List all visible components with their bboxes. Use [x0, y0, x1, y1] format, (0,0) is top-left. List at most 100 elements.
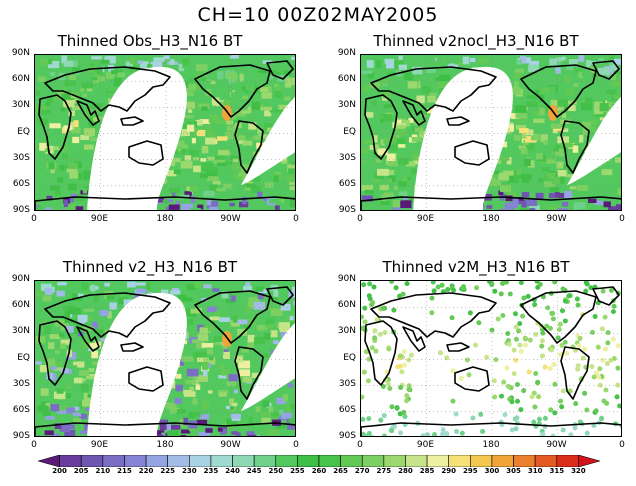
colorbar-tick-label: 245: [246, 467, 262, 475]
data-cell: [191, 137, 196, 144]
data-cell: [563, 164, 570, 169]
data-cell: [192, 398, 198, 405]
data-cell: [230, 413, 241, 419]
colorbar-tick-label: 300: [484, 467, 500, 475]
data-cell: [280, 158, 288, 164]
panel-v2m: Thinned v2M_H3_N16 BT 90N 60N 30N EQ 30S 60S 9…: [326, 258, 626, 468]
data-cell: [520, 147, 528, 155]
data-cell: [63, 125, 72, 131]
data-cell: [387, 158, 399, 167]
data-cell: [499, 194, 507, 198]
data-cell: [50, 185, 60, 191]
data-cell: [264, 332, 270, 340]
data-cell: [152, 434, 164, 436]
coastline: [454, 140, 490, 166]
data-cell: [63, 100, 75, 108]
data-cell: [429, 92, 438, 97]
data-cell: [560, 176, 565, 184]
obs-dot: [589, 329, 595, 335]
coastline: [520, 290, 597, 344]
data-cell: [173, 140, 185, 147]
obs-dot: [453, 411, 459, 417]
lat-tick-label: EQ: [17, 352, 30, 363]
data-cell: [184, 391, 196, 397]
obs-dot: [523, 342, 529, 348]
data-cell: [529, 95, 538, 101]
obs-dot: [600, 357, 606, 363]
data-cell: [402, 119, 410, 127]
data-cell: [165, 402, 177, 409]
data-cell: [53, 391, 66, 399]
data-cell: [498, 190, 504, 196]
obs-dot: [408, 352, 414, 358]
colorbar-segment: [405, 455, 428, 467]
data-cell: [398, 144, 406, 148]
lon-tick-label: 180: [482, 440, 500, 450]
data-cell: [87, 393, 93, 398]
data-cell: [245, 282, 251, 286]
obs-dot: [532, 404, 538, 410]
obs-dot: [576, 343, 582, 349]
data-cell: [509, 87, 521, 95]
obs-dot: [502, 412, 508, 418]
swath-gap: [241, 323, 295, 411]
data-cell: [175, 209, 180, 210]
obs-dot: [367, 281, 373, 287]
data-cell: [229, 398, 235, 404]
data-cell: [110, 69, 123, 75]
data-cell: [50, 433, 60, 436]
data-cell: [612, 64, 617, 68]
data-cell: [232, 75, 237, 83]
data-cell: [35, 435, 41, 436]
obs-dot: [366, 356, 372, 362]
data-cell: [264, 123, 272, 130]
panel-title: Thinned v2nocl_H3_N16 BT: [373, 32, 579, 50]
obs-dot: [440, 427, 446, 433]
data-cell: [548, 192, 558, 199]
data-cell: [190, 195, 196, 204]
obs-dot: [540, 330, 546, 336]
obs-dot: [545, 305, 551, 311]
obs-dot: [575, 363, 581, 369]
obs-dot: [582, 346, 588, 352]
lat-tick-label: 60N: [11, 74, 30, 85]
lon-tick-label: 0: [293, 214, 299, 224]
data-cell: [204, 80, 211, 88]
obs-dot: [580, 355, 586, 361]
coastline: [194, 64, 271, 118]
data-cell: [46, 195, 53, 201]
data-cell: [170, 380, 176, 389]
data-cell: [546, 172, 556, 180]
data-cell: [621, 207, 622, 211]
data-cell: [411, 134, 418, 139]
data-cell: [519, 55, 526, 64]
data-cell: [67, 183, 77, 191]
obs-dot: [568, 432, 574, 436]
data-cell: [74, 161, 82, 168]
data-cell: [206, 348, 214, 355]
data-cell: [72, 326, 79, 335]
data-cell: [273, 290, 279, 297]
obs-dot: [516, 328, 522, 334]
data-cell: [478, 57, 489, 64]
data-cell: [274, 84, 279, 88]
data-cell: [288, 418, 295, 423]
colorbar-segment: [578, 455, 600, 467]
data-cell: [518, 145, 526, 150]
data-cell: [63, 60, 74, 67]
data-cell: [617, 69, 621, 75]
data-cell: [191, 339, 198, 344]
coastline: [370, 66, 497, 112]
data-cell: [232, 194, 243, 198]
data-cell: [35, 290, 43, 298]
obs-dot: [444, 355, 450, 361]
data-cell: [223, 161, 236, 165]
lon-tick-label: 90E: [90, 214, 109, 224]
data-cell: [209, 115, 219, 123]
data-cell: [78, 401, 84, 410]
data-cell: [550, 123, 562, 129]
lon-tick-label: 90W: [220, 440, 241, 450]
lat-tick-label: EQ: [17, 126, 30, 137]
data-cell: [96, 66, 103, 75]
data-cell: [239, 73, 244, 82]
